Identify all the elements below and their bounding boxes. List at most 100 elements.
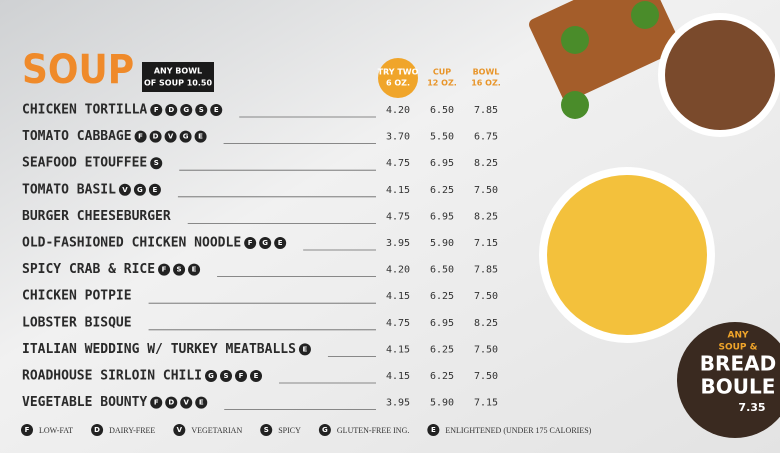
icon-symbol: E [431,426,436,434]
column-header: 12 OZ. [427,79,457,88]
item-name: SEAFOOD ETOUFFEE [22,156,147,171]
icon [260,424,273,436]
icon [298,343,311,356]
price: 6.95 [430,211,454,222]
icon-symbol: D [153,133,159,141]
icon [148,183,161,196]
icon-symbol: G [322,426,328,434]
icon [118,183,131,196]
broccoli [561,26,589,54]
icon [235,370,248,382]
icon-symbol: D [94,426,100,434]
icon [205,370,218,382]
icon [164,130,177,143]
legend-label: LOW-FAT [39,426,73,435]
item-name: VEGETABLE BOUNTY [22,395,147,410]
icon [195,104,208,116]
price: 4.75 [386,158,410,169]
icon-symbol: S [199,106,204,114]
icon [244,237,257,249]
soup [547,175,707,335]
price: 3.95 [386,398,410,409]
icon [149,130,162,143]
icon [194,130,207,143]
legend-label: DAIRY-FREE [109,426,155,435]
icon [165,104,178,116]
price: 6.95 [430,158,454,169]
item-name: BURGER CHEESEBURGER [22,209,171,224]
icon-symbol: E [278,239,283,247]
icon [150,396,163,409]
price: 6.95 [430,318,454,329]
price: 7.50 [474,371,498,382]
icon [165,396,178,409]
item-name: LOBSTER BISQUE [22,315,132,330]
icon-symbol: E [254,372,259,380]
column-header: CUP [433,68,451,77]
icon [220,370,233,382]
promo-price: 7.35 [738,401,765,414]
icon [179,130,192,143]
price: 7.15 [474,398,498,409]
item-name: CHICKEN POTPIE [22,289,132,304]
icon-symbol: F [25,426,30,434]
icon-symbol: D [168,399,174,407]
price: 4.75 [386,318,410,329]
icon-symbol: S [223,372,228,380]
icon-symbol: G [183,106,189,114]
price: 4.15 [386,371,410,382]
item-name: TOMATO BASIL [22,182,116,197]
column-header: TRY TWO [378,68,419,77]
icon-symbol: F [138,133,143,141]
price: 6.50 [430,105,454,116]
legend-label: GLUTEN-FREE ING. [337,426,409,435]
icon-symbol: S [264,426,269,434]
price: 8.25 [474,211,498,222]
price: 4.15 [386,185,410,196]
icon [91,424,104,436]
promo-text: BREAD [700,352,776,376]
icon-symbol: G [137,186,143,194]
icon [180,396,193,409]
price: 6.75 [474,132,498,143]
icon [274,237,287,249]
column-header: 6 OZ. [386,79,410,88]
broccoli [631,1,659,29]
icon-symbol: F [162,266,167,274]
price: 7.85 [474,265,498,276]
broccoli [561,91,589,119]
icon [210,104,223,116]
price: 4.15 [386,344,410,355]
price: 7.50 [474,344,498,355]
icon-symbol: F [154,106,159,114]
price: 7.50 [474,185,498,196]
promo-text: BOULE [701,375,776,399]
icon-symbol: V [122,186,128,194]
icon-symbol: V [168,133,174,141]
icon [259,237,272,249]
icon-symbol: S [154,159,159,167]
price: 3.70 [386,132,410,143]
icon [180,104,193,116]
price: 3.95 [386,238,410,249]
item-name: SPICY CRAB & RICE [22,262,155,277]
icon [21,424,33,436]
icon [173,263,186,276]
icon-symbol: D [168,106,174,114]
price: 5.50 [430,132,454,143]
price: 8.25 [474,158,498,169]
promo-text: SOUP & [718,343,757,353]
icon-symbol: V [177,426,183,434]
icon [195,396,208,409]
icon-symbol: F [154,399,159,407]
price: 6.25 [430,291,454,302]
item-name: OLD-FASHIONED CHICKEN NOODLE [22,236,241,251]
try-two-circle [378,58,418,98]
badge-text: OF SOUP 10.50 [144,79,212,88]
price: 8.25 [474,318,498,329]
icon-symbol: F [239,372,244,380]
icon [158,263,171,276]
price: 6.25 [430,185,454,196]
column-header: BOWL [473,68,500,77]
icon [133,183,146,196]
